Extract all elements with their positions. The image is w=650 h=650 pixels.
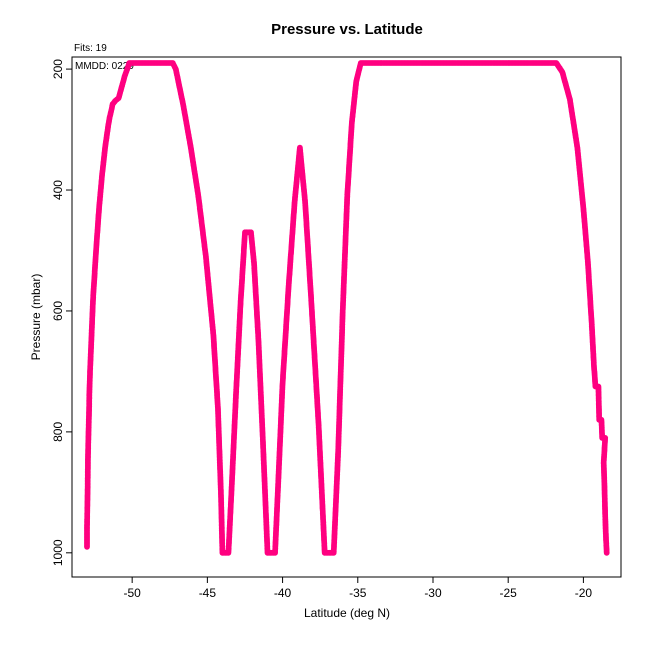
x-axis: -50 -45 -40 -35 -30 -25 -20 <box>123 576 593 600</box>
y-tick-label: 800 <box>51 422 65 442</box>
y-tick-label: 400 <box>51 180 65 200</box>
data-point <box>603 549 610 556</box>
date-note: MMDD: 0229 <box>75 61 134 72</box>
fits-note: Fits: 19 <box>74 43 107 54</box>
x-tick-label: -35 <box>349 586 367 600</box>
x-tick-label: -25 <box>500 586 518 600</box>
x-tick-label: -50 <box>123 586 141 600</box>
y-axis: 200 400 600 800 1000 <box>51 59 73 566</box>
x-tick-label: -45 <box>199 586 217 600</box>
plot-frame <box>71 56 622 578</box>
y-tick-label: 200 <box>51 59 65 79</box>
x-axis-label: Latitude (deg N) <box>304 606 390 620</box>
data-points <box>84 60 610 556</box>
x-tick-label: -40 <box>274 586 292 600</box>
y-axis-label: Pressure (mbar) <box>29 274 43 361</box>
chart-title: Pressure vs. Latitude <box>271 21 423 38</box>
y-tick-label: 1000 <box>51 539 65 566</box>
x-tick-label: -30 <box>424 586 442 600</box>
y-tick-label: 600 <box>51 301 65 321</box>
x-tick-label: -20 <box>575 586 593 600</box>
